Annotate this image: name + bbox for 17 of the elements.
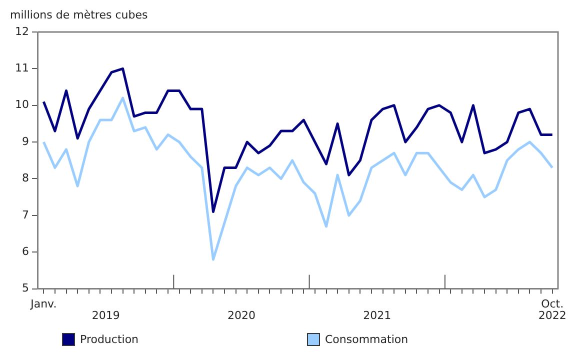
y-axis-title: millions de mètres cubes: [10, 8, 148, 22]
text: 2022: [538, 309, 566, 322]
y-tick-label: 12: [14, 24, 29, 38]
y-tick-label: 8: [22, 172, 29, 185]
y-tick-label: 5: [22, 282, 29, 295]
x-tick-label: Janv.: [30, 297, 57, 310]
y-tick-label: 10: [14, 98, 29, 112]
text: 2021: [363, 309, 392, 322]
legend-label: Consommation: [325, 333, 408, 346]
legend-label: Production: [80, 333, 139, 346]
y-tick-label: 7: [22, 208, 29, 222]
x-tick-label: Oct.: [541, 297, 564, 310]
text: 2019: [92, 309, 120, 322]
y-tick-label: 6: [22, 244, 29, 258]
text: 2020: [227, 309, 256, 322]
y-tick-label: 9: [22, 134, 29, 148]
y-tick-label: 11: [14, 62, 29, 75]
